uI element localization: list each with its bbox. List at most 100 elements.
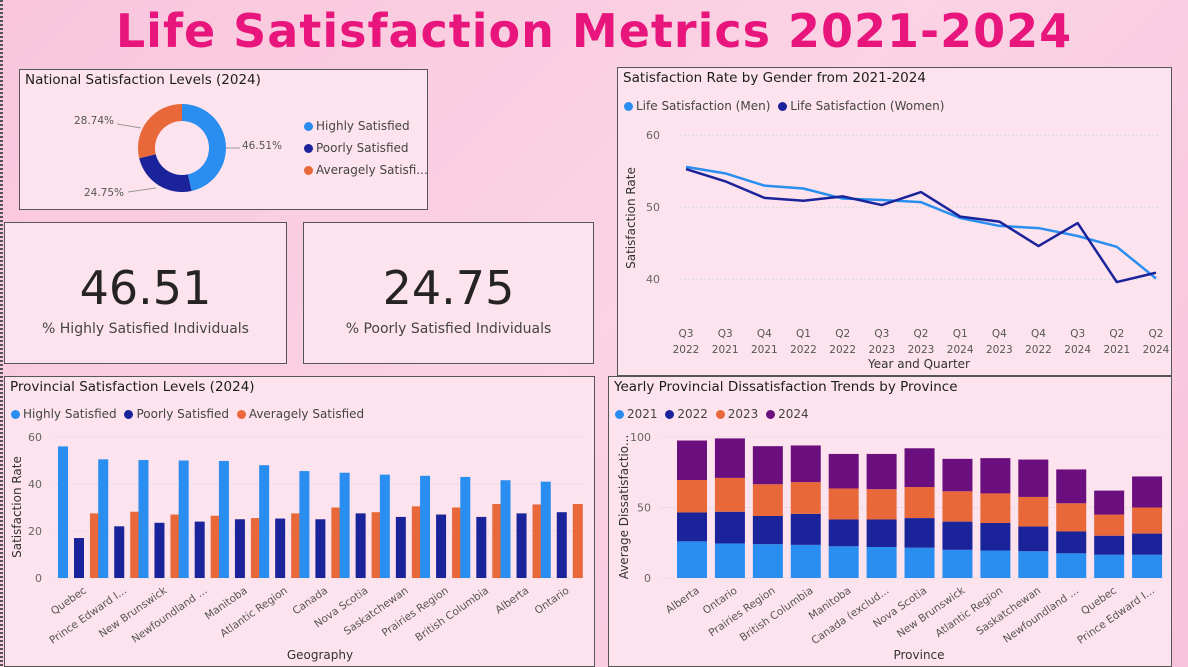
x-tick-label-quarter: Q1 [796,328,811,340]
bar-poorly [476,516,487,578]
kpi-poorly-label: % Poorly Satisfied Individuals [345,321,552,337]
x-tick-label-year: 2021 [1103,344,1130,356]
bar-poorly [154,522,165,578]
bar-segment-2021 [1094,554,1125,578]
x-tick-label-year: 2023 [908,344,935,356]
bar-segment-2024 [1132,476,1163,508]
bar-segment-2022 [828,519,859,547]
kpi-poorly-card: 24.75 % Poorly Satisfied Individuals [303,222,594,364]
provincial-legend: Highly Satisfied Poorly Satisfied Averag… [11,407,368,422]
x-tick-label-quarter: Q3 [718,328,733,340]
legend-women[interactable]: Life Satisfaction (Women) [778,99,944,113]
x-tick-label-year: 2024 [1064,344,1091,356]
x-tick-label: New Brunswick [895,584,968,640]
bar-average [130,511,141,578]
y-tick-label: 60 [646,129,660,142]
bar-segment-2021 [866,546,897,578]
donut-panel: National Satisfaction Levels (2024) 46.5… [19,69,428,210]
legend-men[interactable]: Life Satisfaction (Men) [624,99,770,113]
x-tick-label: Alberta [493,585,531,617]
bar-segment-2022 [1056,531,1087,554]
bar-highly [299,471,310,578]
x-tick-label: British Columbia [413,585,491,644]
x-tick-label-quarter: Q4 [757,328,772,340]
y-tick-label: 50 [646,201,660,214]
bar-highly [218,460,229,578]
kpi-highly-card: 46.51 % Highly Satisfied Individuals [4,222,287,364]
legend-dot-2023 [715,409,725,419]
bar-average [90,513,100,578]
legend-highly[interactable]: Highly Satisfied [11,407,117,421]
x-tick-label: Atlantic Region [218,585,290,640]
x-axis-title: Year and Quarter [867,357,970,371]
bar-segment-2021 [1018,551,1049,578]
legend-label: 2024 [778,407,809,421]
legend-dot-2021 [615,409,624,419]
bar-average [492,503,503,578]
donut-leader-2 [116,123,142,129]
bar-average [291,513,302,578]
line-panel: Satisfaction Rate by Gender from 2021-20… [617,67,1172,376]
x-tick-label-quarter: Q1 [953,328,968,340]
legend-dot-poorly [124,409,134,419]
legend-2021[interactable]: 2021 [615,407,658,421]
legend-poorly-satisfied[interactable]: Poorly Satisfied [304,141,428,155]
bar-segment-2024 [828,453,859,489]
legend-2024[interactable]: 2024 [766,407,809,421]
line-title: Satisfaction Rate by Gender from 2021-20… [623,70,926,86]
legend-2022[interactable]: 2022 [665,407,708,421]
x-tick-label-year: 2021 [751,344,778,356]
bar-segment-2023 [714,477,745,512]
bar-segment-2024 [1056,469,1087,504]
bar-highly [138,460,149,578]
donut-slice-1 [139,154,192,192]
y-tick-label: 20 [28,525,42,538]
bar-segment-2021 [677,541,707,578]
legend-label: 2021 [627,407,658,421]
x-tick-label-year: 2022 [829,344,856,356]
legend-average[interactable]: Averagely Satisfied [236,407,365,421]
bar-segment-2022 [1132,533,1163,555]
kpi-highly-value: 46.51 [79,261,212,315]
legend-poorly[interactable]: Poorly Satisfied [124,407,229,421]
donut-data-label: 46.51% [242,140,282,152]
bar-segment-2024 [942,458,973,492]
legend-highly-satisfied[interactable]: Highly Satisfied [304,119,428,133]
x-tick-label: Atlantic Region [933,585,1005,640]
line-series-women [685,167,1157,284]
bar-highly [420,475,431,578]
y-tick-label: 40 [28,478,42,491]
bar-segment-2022 [790,513,821,545]
line-legend: Life Satisfaction (Men) Life Satisfactio… [624,99,948,114]
legend-label: Averagely Satisfi... [316,163,428,177]
bar-segment-2021 [828,546,859,578]
y-axis-title: Satisfaction Rate [10,456,24,558]
bar-segment-2022 [980,523,1011,551]
bar-segment-2024 [752,446,783,485]
legend-label: Highly Satisfied [316,119,410,133]
bar-average [210,515,221,578]
donut-slice-2 [138,104,182,159]
legend-label: Highly Satisfied [23,407,117,421]
y-tick-label: 50 [637,502,651,515]
bar-poorly [556,512,567,578]
x-tick-label-year: 2024 [947,344,974,356]
legend-averagely-satisfied[interactable]: Averagely Satisfi... [304,163,428,177]
bar-average [532,504,543,578]
x-tick-label-quarter: Q3 [1070,328,1085,340]
bar-segment-2022 [866,519,897,547]
bar-poorly [114,526,125,578]
bar-segment-2024 [714,438,745,478]
bar-highly [540,481,551,578]
legend-dot-2024 [766,409,776,419]
y-axis-title: Average Dissatisfactio... [617,435,631,580]
legend-label: Poorly Satisfied [136,407,229,421]
bar-highly [339,472,350,578]
bar-highly [460,476,471,578]
bar-average [452,507,463,578]
legend-2023[interactable]: 2023 [715,407,758,421]
bar-poorly [234,519,245,578]
legend-label: Averagely Satisfied [248,407,365,421]
bar-segment-2024 [866,453,897,490]
